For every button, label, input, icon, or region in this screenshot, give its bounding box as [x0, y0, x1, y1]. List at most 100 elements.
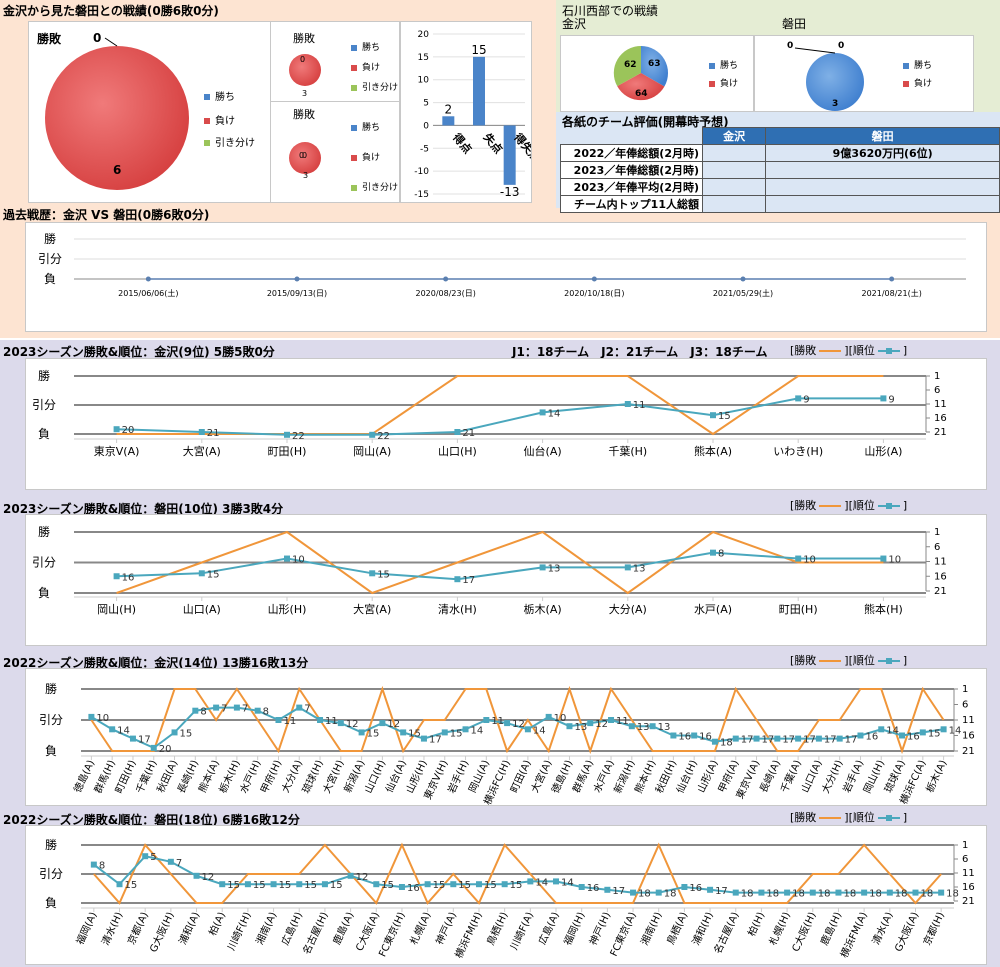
- x-tick-label: 岡山(H): [97, 603, 136, 616]
- y-label-win: 勝: [38, 368, 50, 383]
- legend-rank-label: ][順位: [844, 499, 875, 512]
- rank-data-label: 15: [227, 880, 240, 891]
- bar-y-tick: -10: [414, 167, 429, 177]
- x-tick-label: 鹿島(H): [817, 910, 844, 948]
- rank-data-label: 22: [377, 431, 390, 442]
- rank-data-label: 15: [458, 880, 471, 891]
- x-tick-label: 2015/09/13(日): [267, 289, 327, 298]
- rank-data-label: 14: [548, 408, 561, 419]
- rank-marker: [861, 889, 868, 896]
- rank-marker: [275, 717, 282, 723]
- rank-data-label: 18: [638, 889, 651, 900]
- svg-text:64: 64: [635, 89, 648, 99]
- rank-marker: [655, 889, 662, 896]
- svg-text:3: 3: [303, 171, 308, 180]
- rank-marker: [758, 889, 765, 896]
- rank-marker: [475, 881, 482, 888]
- rank-data-label: 20: [122, 425, 135, 436]
- rank-tick-label: 11: [934, 557, 947, 568]
- rank-marker: [587, 720, 594, 727]
- result-marker: [294, 276, 300, 282]
- evaluation-table: 金沢 磐田 2022／年俸総額(2月時) 9億3620万円(6位) 2023／年俸…: [560, 127, 1000, 213]
- rank-marker: [711, 738, 718, 745]
- rank-marker: [142, 853, 149, 860]
- rank-marker: [940, 726, 947, 733]
- legend-loss: 負け: [204, 112, 235, 127]
- x-tick-label: 広島(H): [278, 910, 305, 948]
- rank-line: [90, 706, 944, 750]
- x-tick-label: C大阪(H): [789, 910, 819, 954]
- rank-data-label: 11: [616, 716, 629, 727]
- away-pie-slice-loss: [289, 142, 321, 174]
- svg-text:0: 0: [300, 55, 305, 64]
- rank-data-label: 7: [221, 704, 227, 715]
- rank-data-label: 9: [888, 394, 894, 405]
- west-kanazawa-pie: 63 64 62 勝ち 負け: [560, 35, 754, 112]
- rank-data-label: 15: [377, 569, 390, 580]
- rank-marker: [670, 732, 677, 739]
- rank-data-label: 15: [718, 411, 731, 422]
- rank-data-label: 18: [869, 889, 882, 900]
- rank-marker: [919, 729, 926, 736]
- rank-marker: [284, 555, 290, 562]
- season3-chart: 勝引分負 1 6 11 16 21 徳島(A) 群馬(H) 町田(H) 千葉(H) 秋田(A) 長崎(…: [25, 668, 987, 806]
- rank-marker: [649, 723, 656, 730]
- rank-data-label: 18: [664, 889, 677, 900]
- rank-data-label: 16: [122, 572, 135, 583]
- orange-line-icon: [819, 660, 842, 662]
- rank-marker: [624, 401, 631, 407]
- x-tick-label: 柏(A): [206, 910, 228, 938]
- rank-marker: [296, 704, 303, 711]
- line-legend: [勝敗][順位]: [790, 811, 908, 824]
- west-iwata-label: 磐田: [782, 17, 807, 31]
- line-legend: [勝敗][順位]: [790, 499, 908, 512]
- west-kanazawa-slice-draw: [613, 45, 641, 87]
- bar-y-tick: 15: [418, 53, 429, 63]
- rank-marker: [347, 872, 354, 879]
- rank-marker: [244, 881, 251, 888]
- bar: [442, 116, 455, 126]
- rank-data-label: 11: [491, 716, 504, 727]
- svg-text:63: 63: [648, 59, 661, 69]
- rank-marker: [483, 717, 490, 723]
- rank-tick-label: 6: [962, 700, 968, 711]
- legend-result-label: [勝敗: [790, 499, 817, 512]
- rank-marker: [296, 881, 303, 888]
- rank-data-label: 20: [159, 744, 172, 755]
- rank-data-label: 15: [450, 728, 463, 739]
- rank-data-label: 18: [766, 889, 779, 900]
- rank-marker: [835, 889, 842, 896]
- rank-data-label: 16: [407, 883, 420, 894]
- west-kanazawa-label: 金沢: [562, 17, 587, 31]
- rank-data-label: 17: [462, 575, 475, 586]
- rank-data-label: 10: [803, 555, 816, 566]
- pie-label-win: 0: [93, 31, 101, 45]
- rank-tick-label: 16: [934, 413, 947, 424]
- past-record-chart: 勝引分負 2015/06/06(土) 2015/09/13(日) 2020/08/23…: [25, 222, 987, 332]
- rank-marker: [233, 704, 240, 711]
- rank-marker: [317, 717, 324, 723]
- rank-data-label: 12: [512, 719, 525, 730]
- rank-data-label: 16: [678, 732, 691, 743]
- rank-line: [116, 551, 884, 581]
- x-tick-label: 鳥栖(A): [664, 910, 690, 947]
- rank-marker: [150, 744, 157, 751]
- rank-data-label: 18: [741, 889, 754, 900]
- rank-marker: [219, 881, 226, 888]
- rank-marker: [732, 889, 739, 896]
- rank-data-label: 15: [279, 880, 292, 891]
- rank-data-label: 15: [207, 569, 220, 580]
- rank-data-label: 17: [741, 735, 754, 746]
- x-tick-label: 大分(A): [609, 602, 647, 616]
- x-tick-label: 鹿島(A): [330, 910, 356, 947]
- x-tick-label: いわき(H): [773, 445, 823, 458]
- rank-data-label: 17: [803, 735, 816, 746]
- x-tick-label: 千葉(H): [608, 444, 647, 458]
- rank-data-label: 8: [718, 549, 724, 560]
- x-tick-label: 2021/08/21(土): [861, 288, 921, 298]
- y-label-loss: 負: [44, 272, 56, 286]
- teal-line-icon: [877, 348, 900, 354]
- rank-data-label: 5: [150, 852, 156, 863]
- legend-draw: 引き分け: [204, 134, 255, 149]
- legend-rank-label: ][順位: [844, 344, 875, 357]
